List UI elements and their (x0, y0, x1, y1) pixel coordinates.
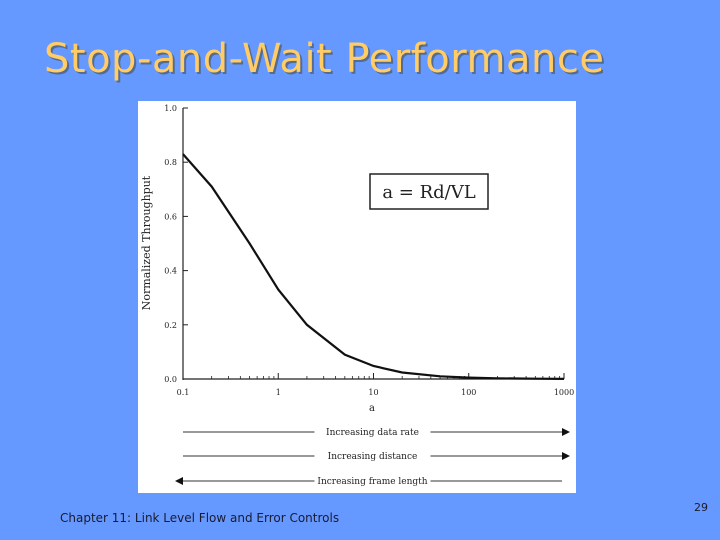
x-tick-label: 1000 (554, 388, 574, 397)
direction-arrow: Increasing data rate (183, 425, 570, 438)
y-tick-label: 0.0 (164, 375, 177, 384)
chart-figure: 1.0 0.8 0.6 0.4 0.2 0.0 0.1 1 10 100 1000 a = Rd/V… (138, 101, 576, 493)
annotation-text: a = Rd/VL (382, 182, 475, 203)
x-tick-label: 0.1 (177, 388, 190, 397)
throughput-chart: 1.0 0.8 0.6 0.4 0.2 0.00.1 1 10 100 1000 a = Rd/V… (140, 104, 574, 487)
x-tick-label: 1 (276, 388, 281, 397)
throughput-curve (182, 153, 565, 380)
arrow-label: Increasing frame length (317, 477, 427, 487)
arrow-label: Increasing distance (328, 452, 418, 462)
annotation-box: a = Rd/VL (369, 173, 489, 210)
arrow-label: Increasing data rate (326, 428, 419, 438)
x-tick-label: 10 (368, 388, 378, 397)
x-axis-label: a (369, 403, 375, 414)
arrowhead-left-icon (175, 477, 183, 485)
y-tick-label: 0.8 (164, 158, 177, 167)
y-tick-label: 0.6 (164, 212, 177, 221)
y-tick-label: 0.4 (164, 267, 177, 276)
y-axis-label: Normalized Throughput (140, 175, 153, 310)
y-tick-label: 0.2 (164, 321, 177, 330)
x-tick-label: 100 (461, 388, 476, 397)
slide-footer: Chapter 11: Link Level Flow and Error Co… (60, 511, 340, 525)
direction-arrow: Increasing frame length (175, 474, 562, 487)
arrowhead-right-icon (562, 428, 570, 436)
slide-title: Stop-and-Wait Performance (44, 36, 605, 82)
arrowhead-right-icon (562, 452, 570, 460)
page-number: 29 (694, 501, 708, 514)
direction-arrow: Increasing distance (183, 449, 570, 462)
y-tick-label: 1.0 (164, 104, 177, 113)
